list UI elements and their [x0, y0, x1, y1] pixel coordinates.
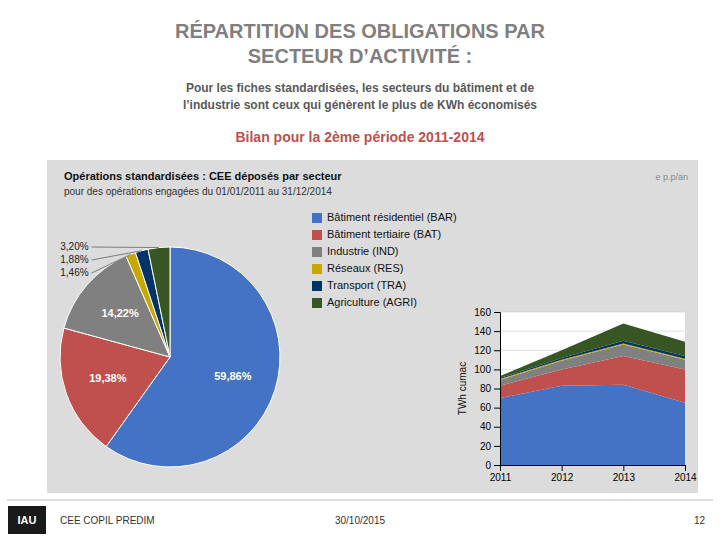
legend-label: Transport (TRA) [327, 279, 406, 291]
legend: Bâtiment résidentiel (BAR) Bâtiment terti… [312, 211, 457, 308]
grid [500, 312, 685, 465]
tick-label: 140 [474, 326, 491, 337]
y-axis: 0 20 40 60 80 100 120 140 160 [474, 307, 500, 471]
subtitle: l’industrie sont ceux qui génèrent le pl… [183, 98, 537, 112]
leader-line [92, 247, 159, 249]
tick-mark [685, 465, 686, 471]
leader-line [92, 251, 142, 260]
y-tick: 80 [480, 383, 500, 394]
legend-swatch [312, 281, 322, 291]
title: RÉPARTITION DES OBLIGATIONS PAR [175, 20, 546, 42]
x-tick: 2014 [674, 465, 697, 483]
y-tick: 0 [485, 460, 500, 471]
y-axis-title: TWh cumac [457, 362, 468, 415]
footer-right: 12 [694, 515, 706, 526]
slice [148, 247, 170, 357]
unit-note: e p.p/an [655, 172, 688, 182]
tick-mark [623, 465, 624, 471]
x-tick: 2013 [613, 465, 636, 483]
axis-line [501, 466, 686, 472]
tick-mark [562, 465, 563, 471]
data-label: 1,46% [60, 267, 88, 278]
legend-label: Agriculture (AGRI) [327, 296, 417, 308]
tick-label: 20 [480, 441, 492, 452]
footer-left: CEE COPIL PREDIM [60, 515, 155, 526]
x-axis: 2011 2012 2013 2014 [490, 465, 697, 483]
y-tick: 20 [480, 441, 500, 452]
chart-subtitle: pour des opérations engagées du 01/01/20… [64, 186, 332, 197]
footer-center: 30/10/2015 [335, 515, 385, 526]
legend-swatch [312, 213, 322, 223]
grid-line [500, 312, 685, 313]
y-tick: 140 [474, 326, 500, 337]
subtitle: Pour les fiches standardisées, les secte… [186, 81, 534, 95]
grid-line [500, 331, 685, 332]
data-label: 1,88% [60, 254, 88, 265]
footer-rule [7, 500, 713, 501]
logo-box [8, 506, 46, 534]
legend-swatch [312, 247, 322, 257]
data-label: 14,22% [101, 307, 139, 319]
tick-mark [494, 350, 500, 351]
legend-label: Bâtiment tertiaire (BAT) [327, 228, 441, 240]
title: SECTEUR D’ACTIVITÉ : [248, 45, 472, 67]
x-tick: 2012 [551, 465, 574, 483]
tick-label: 2014 [674, 472, 697, 483]
tick-mark [494, 427, 500, 428]
tick-label: 100 [474, 364, 491, 375]
data-label: 3,20% [60, 241, 88, 252]
tick-label: 2012 [551, 472, 574, 483]
tick-mark [494, 408, 500, 409]
tick-mark [494, 446, 500, 447]
y-tick: 160 [474, 307, 500, 318]
y-tick: 100 [474, 364, 500, 375]
legend-label: Bâtiment résidentiel (BAR) [327, 211, 457, 223]
tick-mark [494, 465, 500, 466]
axis-line [494, 313, 501, 466]
tick-mark [494, 312, 500, 313]
legend-swatch [312, 230, 322, 240]
logo-text: IAU [18, 514, 37, 526]
data-label: 19,38% [89, 372, 127, 384]
pie: 59,86% 19,38% 14,22% 1,46% 1,88% 3,20% [60, 241, 280, 467]
legend-swatch [312, 264, 322, 274]
y-tick: 60 [480, 402, 500, 413]
panel [47, 160, 698, 493]
tick-label: 2013 [613, 472, 636, 483]
legend-label: Industrie (IND) [327, 245, 399, 257]
tick-label: 2011 [490, 472, 512, 483]
legend-label: Réseaux (RES) [327, 262, 403, 274]
tick-label: 60 [480, 402, 492, 413]
tick-label: 80 [480, 383, 492, 394]
area [500, 385, 685, 465]
area [500, 323, 685, 378]
y-tick: 40 [480, 421, 500, 432]
period-note: Bilan pour la 2ème période 2011-2014 [235, 129, 484, 145]
slide: RÉPARTITION DES OBLIGATIONS PAR SECTEUR D… [0, 0, 720, 540]
plot-background [500, 312, 685, 465]
tick-mark [494, 369, 500, 370]
areas [500, 323, 685, 465]
tick-label: 0 [485, 460, 491, 471]
tick-mark [494, 331, 500, 332]
tick-label: 120 [474, 345, 491, 356]
legend-swatch [312, 298, 322, 308]
leader-line [92, 254, 131, 273]
x-tick: 2011 [490, 465, 512, 483]
y-tick: 120 [474, 345, 500, 356]
data-label: 59,86% [214, 370, 252, 382]
chart-title: Opérations standardisées : CEE déposés p… [64, 170, 342, 182]
tick-label: 160 [474, 307, 491, 318]
tick-label: 40 [480, 421, 492, 432]
tick-mark [494, 389, 500, 390]
